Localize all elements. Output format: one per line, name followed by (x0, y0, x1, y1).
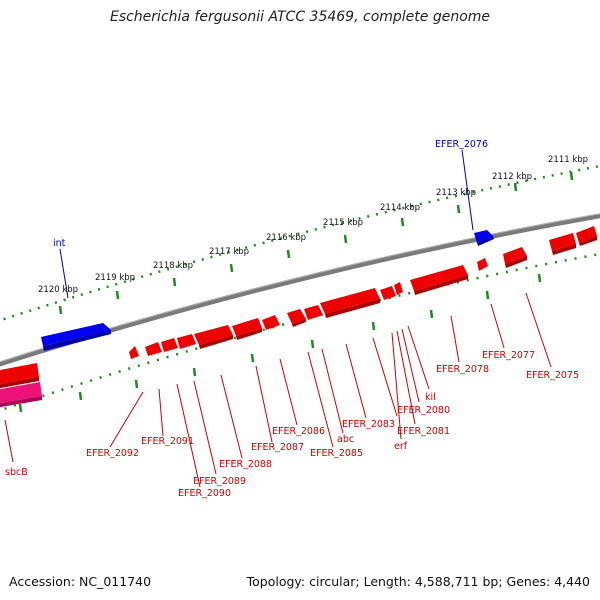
label-int: int (53, 238, 66, 249)
accession-text: Accession: NC_011740 (9, 574, 152, 589)
label-efer-2076: EFER_2076 (435, 139, 488, 150)
ruler-label-2119: 2119 kbp (95, 273, 135, 283)
label-efer-2091: EFER_2091 (141, 436, 194, 447)
red-gene-group[interactable] (0, 226, 597, 389)
inner-major-ticks (18, 273, 542, 413)
ruler-label-2115: 2115 kbp (323, 218, 363, 228)
label-efer-2089: EFER_2089 (193, 476, 246, 487)
label-abc: abc (337, 434, 354, 445)
label-efer-2075: EFER_2075 (526, 370, 579, 381)
ruler-label-2120: 2120 kbp (38, 285, 78, 295)
label-erf: erf (394, 441, 408, 452)
ruler-label-2116: 2116 kbp (266, 233, 306, 243)
red-leaders (4, 292, 552, 488)
gene-sbcb[interactable] (0, 382, 42, 408)
page-title: Escherichia fergusonii ATCC 35469, compl… (109, 9, 491, 25)
ruler-label-2112: 2112 kbp (492, 172, 532, 182)
ruler-label-2111: 2111 kbp (548, 155, 588, 165)
blue-leaders (59, 149, 474, 299)
ruler-label-2117: 2117 kbp (209, 247, 249, 257)
label-efer-2088: EFER_2088 (219, 459, 272, 470)
ruler-label-2113: 2113 kbp (436, 188, 476, 198)
label-kil: kil (425, 392, 436, 403)
gene-int[interactable] (41, 323, 111, 351)
outer-ruler-track (0, 164, 600, 322)
label-efer-2080: EFER_2080 (397, 405, 450, 416)
label-efer-2085: EFER_2085 (310, 448, 363, 459)
genome-summary-text: Topology: circular; Length: 4,588,711 bp… (246, 574, 590, 589)
ruler-label-2114: 2114 kbp (380, 203, 420, 213)
label-efer-2086: EFER_2086 (272, 426, 325, 437)
label-sbcb: sbcB (5, 467, 28, 478)
ruler-label-2118: 2118 kbp (153, 261, 193, 271)
label-efer-2077: EFER_2077 (482, 350, 535, 361)
label-efer-2090: EFER_2090 (178, 488, 231, 499)
gene-efer-2076[interactable] (474, 230, 494, 246)
outer-major-ticks (58, 171, 574, 315)
label-efer-2092: EFER_2092 (86, 448, 139, 459)
label-efer-2081: EFER_2081 (397, 426, 450, 437)
label-efer-2078: EFER_2078 (436, 364, 489, 375)
label-efer-2087: EFER_2087 (251, 442, 304, 453)
inner-ruler-track (0, 252, 600, 412)
label-efer-2083: EFER_2083 (342, 419, 395, 430)
